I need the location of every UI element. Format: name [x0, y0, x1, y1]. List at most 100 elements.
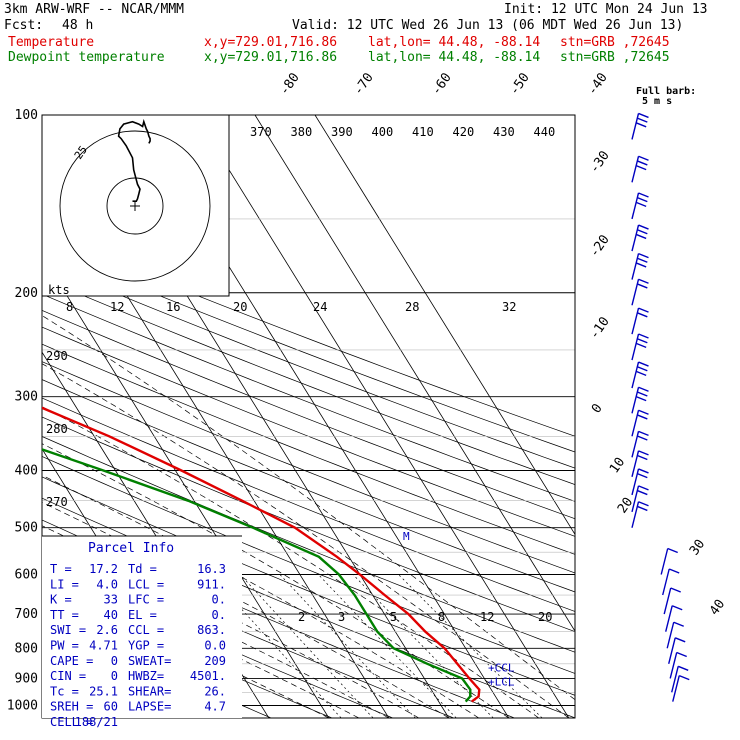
- mixing-ratio-label: 16: [166, 300, 180, 314]
- model-title: 3km ARW-WRF -- NCAR/MMM: [4, 2, 185, 17]
- wind-barbs: [631, 112, 690, 702]
- isotherm-line: [0, 115, 29, 718]
- parcel-param-value: 33: [104, 593, 118, 607]
- wind-barb-flag: [635, 370, 647, 377]
- mixing-ratio-label: 3: [338, 610, 345, 624]
- valid-time: Valid: 12 UTC Wed 26 Jun 13 (06 MDT Wed …: [292, 18, 684, 33]
- wind-barb-flag: [638, 112, 649, 119]
- wind-barb-flag: [635, 233, 647, 240]
- parcel-param-value: 26.: [204, 684, 226, 698]
- wind-barb-flag: [638, 252, 649, 259]
- parcel-param-name: SREH =: [50, 700, 93, 714]
- mixing-ratio-line: [279, 574, 416, 718]
- dewpoint-xy: x,y=729.01,716.86: [204, 50, 338, 65]
- parcel-param-name: T =: [50, 562, 72, 576]
- pressure-label: 100: [15, 108, 38, 123]
- wind-barb-flag: [635, 262, 647, 268]
- wind-barb-staff: [631, 485, 640, 513]
- dry-adiabat: [42, 565, 393, 718]
- parcel-param-value: 188/21: [75, 715, 118, 729]
- pressure-label: 700: [15, 607, 38, 622]
- parcel-param-name: K =: [50, 593, 72, 607]
- isotherm-line: [42, 254, 330, 718]
- dry-adiabat: [42, 262, 575, 469]
- isotherm-label: -30: [587, 148, 613, 176]
- wind-barb-flag: [637, 391, 648, 397]
- wind-barb-flag: [671, 605, 683, 611]
- parcel-param-value: 17.2: [89, 562, 118, 576]
- parcel-param-name: LCL =: [128, 577, 164, 591]
- mixing-ratio-label: 20: [538, 610, 552, 624]
- mixing-ratio-line: [209, 574, 342, 718]
- parcel-marker: M: [403, 530, 410, 543]
- wind-barb-staff: [671, 666, 679, 693]
- wind-barb-staff: [631, 361, 640, 389]
- hodograph-ring-outer: [59, 130, 211, 282]
- wind-barb-flag: [637, 338, 648, 344]
- wind-barb-flag: [637, 489, 648, 496]
- wind-barb-staff: [662, 568, 670, 596]
- dry-adiabat: [42, 293, 575, 502]
- mixing-ratio-line: [352, 574, 494, 718]
- theta-e-label: 390: [331, 125, 353, 139]
- parcel-param-value: 4.0: [96, 577, 118, 591]
- wind-barb-staff: [631, 113, 640, 140]
- level-marker-ccl: +CCL: [488, 662, 515, 675]
- parcel-param-name: PW =: [50, 639, 79, 653]
- wind-barb-staff: [665, 605, 673, 632]
- dry-adiabat: [42, 246, 575, 453]
- dry-adiabat-label: 270: [46, 495, 68, 509]
- wind-barb-flag: [635, 164, 647, 171]
- wind-barb-flag: [678, 674, 690, 681]
- wind-barb-flag: [638, 333, 649, 339]
- hodograph-ring-label: 25: [72, 143, 90, 161]
- barb-legend-title: Full barb:: [636, 86, 696, 97]
- wind-barb-flag: [637, 505, 648, 512]
- forecast-hour: 48 h: [62, 18, 94, 33]
- theta-e-label: 410: [412, 125, 434, 139]
- isotherm-label: -10: [587, 314, 613, 342]
- wind-barb-flag: [638, 409, 649, 415]
- wind-barb-flag: [637, 435, 648, 441]
- wind-barb-flag: [638, 430, 649, 437]
- mixing-ratio-line: [398, 574, 543, 718]
- parcel-param-value: 4.7: [204, 700, 226, 714]
- wind-barb-flag: [667, 547, 678, 554]
- isotherm-label: 10: [607, 455, 628, 476]
- wind-barb-flag: [638, 386, 649, 392]
- parcel-param-value: 0.: [212, 593, 226, 607]
- wind-barb-flag: [637, 366, 648, 372]
- parcel-param-name: SHEAR=: [128, 684, 171, 698]
- parcel-param-value: 209: [204, 654, 226, 668]
- wind-barb-staff: [631, 450, 640, 478]
- parcel-param-name: SWEAT=: [128, 654, 171, 668]
- temperature-legend: Temperature: [8, 35, 95, 50]
- parcel-param-name: LI =: [50, 577, 79, 591]
- wind-barb-staff: [631, 501, 640, 528]
- isotherm-label: -40: [585, 70, 611, 98]
- pressure-label: 500: [15, 521, 38, 536]
- wind-barb-staff: [668, 637, 676, 664]
- wind-barb-staff: [631, 253, 640, 280]
- mixing-ratio-label: 5: [390, 610, 397, 624]
- theta-e-label: 400: [372, 125, 394, 139]
- wind-barb-staff: [631, 410, 640, 437]
- wind-barb-staff: [631, 387, 640, 414]
- parcel-param-value: 0: [111, 654, 118, 668]
- mixing-ratio-label: 8: [438, 610, 445, 624]
- theta-e-label: 370: [250, 125, 272, 139]
- wind-barb-staff: [663, 587, 672, 615]
- hodograph-trace: [117, 118, 151, 202]
- theta-e-label: 430: [493, 125, 515, 139]
- parcel-param-name: LAPSE=: [128, 700, 171, 714]
- wind-barb-staff: [631, 468, 640, 496]
- forecast-label: Fcst:: [4, 18, 44, 33]
- temperature-latlon: lat,lon= 44.48, -88.14: [368, 35, 541, 50]
- isotherm-label: -80: [277, 70, 303, 98]
- pressure-label: 1000: [7, 698, 38, 713]
- parcel-param-name: CIN =: [50, 669, 86, 683]
- mixing-ratio-label: 24: [313, 300, 327, 314]
- parcel-param-name: CCL =: [128, 623, 164, 637]
- wind-barb-flag: [638, 307, 649, 313]
